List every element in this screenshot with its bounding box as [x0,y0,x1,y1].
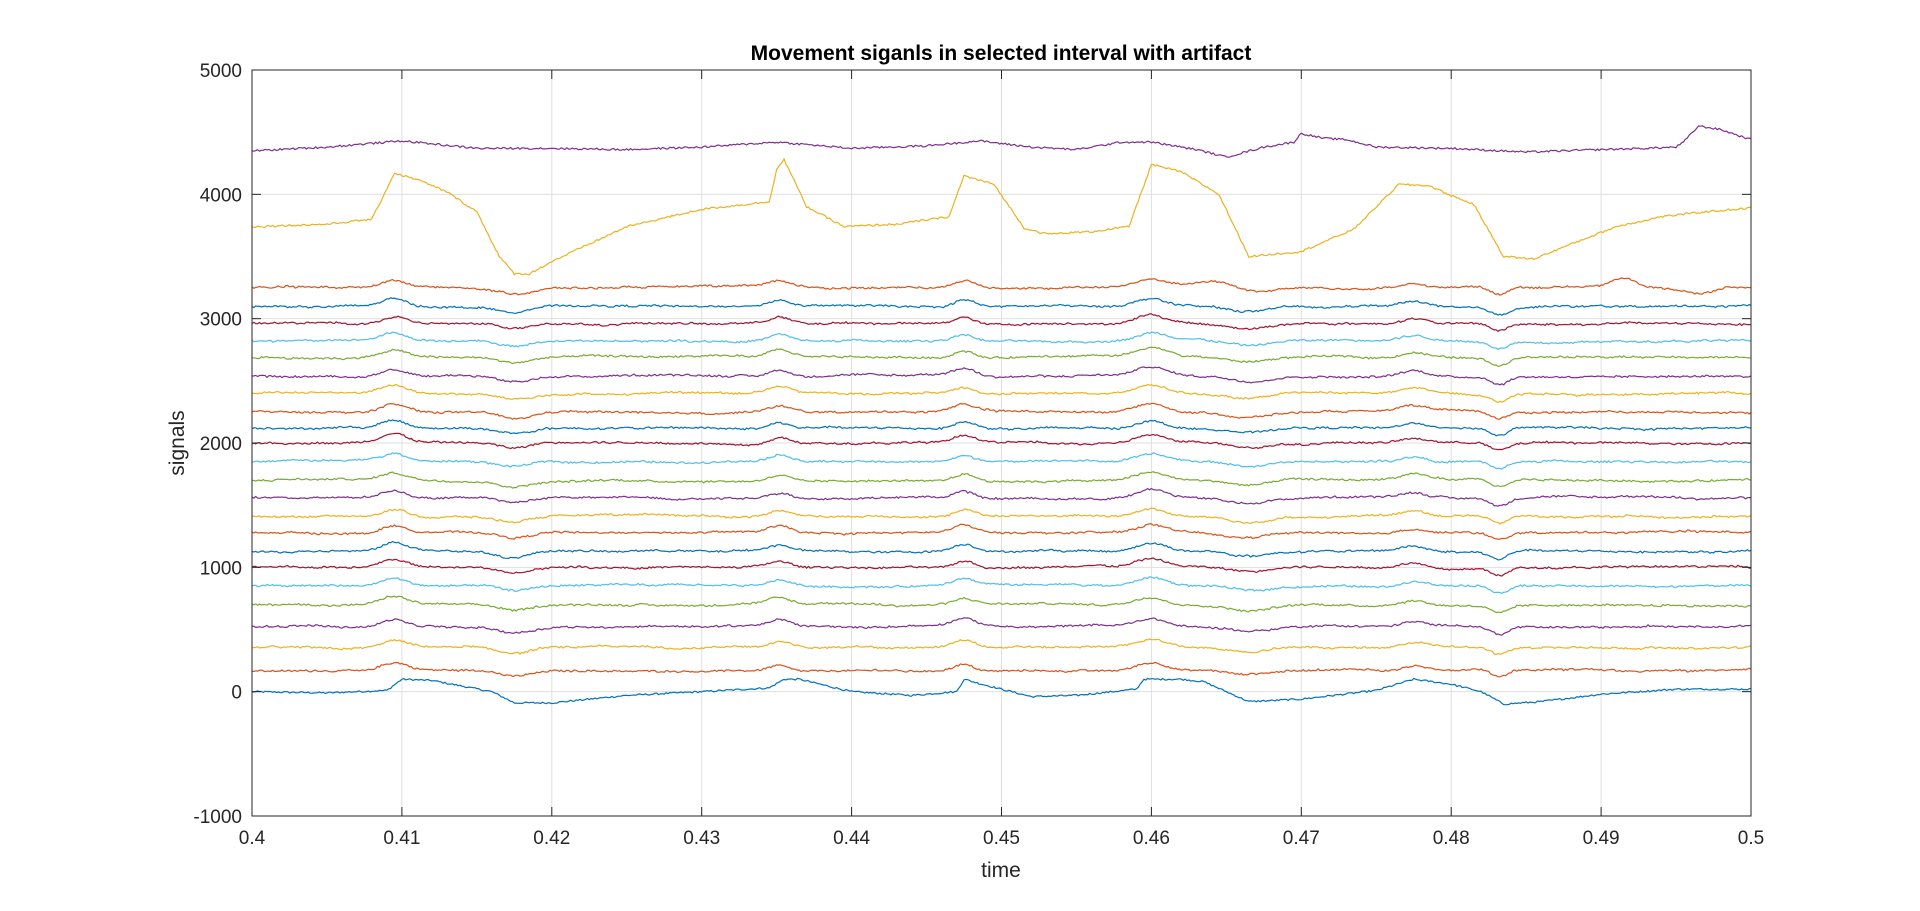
series-line-19 [251,346,1752,367]
series-line-1 [251,677,1752,706]
y-tick-label: 2000 [200,434,242,455]
series-line-25 [251,125,1752,158]
series-line-7 [251,557,1752,577]
y-tick-label: 4000 [200,185,242,206]
y-axis-label: signals [166,410,189,475]
y-tick-label: 0 [231,683,242,704]
series-line-2 [252,661,1752,678]
x-tick-label: 0.43 [683,828,720,849]
axes-box [251,69,1752,817]
series-line-24 [251,158,1752,276]
series-line-21 [251,313,1752,332]
x-tick-label: 0.44 [833,828,870,849]
series-line-11 [251,487,1752,507]
series-line-9 [251,523,1752,540]
series-line-15 [251,419,1752,437]
series-line-12 [251,471,1752,489]
tick-labels: 0.4 0.41 0.42 0.43 0.44 0.45 0.46 0.47 0.48 0.49 0… [193,61,1764,849]
x-tick-label: 0.41 [383,828,420,849]
x-axis-label: time [981,859,1021,882]
series-line-5 [251,595,1752,614]
chart-title: Movement siganls in selected interval wi… [751,42,1252,65]
series-line-4 [251,617,1752,636]
x-tick-label: 0.49 [1583,828,1620,849]
series-line-16 [251,402,1752,420]
series-line-18 [251,366,1752,386]
y-tick-label: 5000 [200,61,242,82]
series-line-22 [251,297,1752,316]
series-line-10 [252,507,1752,525]
series-line-6 [251,576,1752,594]
series-line-14 [251,432,1752,451]
x-tick-label: 0.45 [983,828,1020,849]
series-line-23 [251,277,1752,296]
x-tick-label: 0.5 [1738,828,1764,849]
x-tick-label: 0.46 [1133,828,1170,849]
series-group [251,125,1752,706]
x-tick-label: 0.48 [1433,828,1470,849]
y-tick-label: -1000 [193,807,242,828]
series-line-17 [251,383,1752,404]
x-tick-label: 0.4 [239,828,266,849]
y-tick-label: 1000 [200,558,242,579]
x-tick-label: 0.42 [533,828,570,849]
y-tick-label: 3000 [200,310,242,331]
x-tick-label: 0.47 [1283,828,1320,849]
series-line-8 [251,541,1752,561]
series-line-3 [251,638,1752,655]
series-line-13 [251,452,1752,470]
series-line-20 [251,331,1752,351]
